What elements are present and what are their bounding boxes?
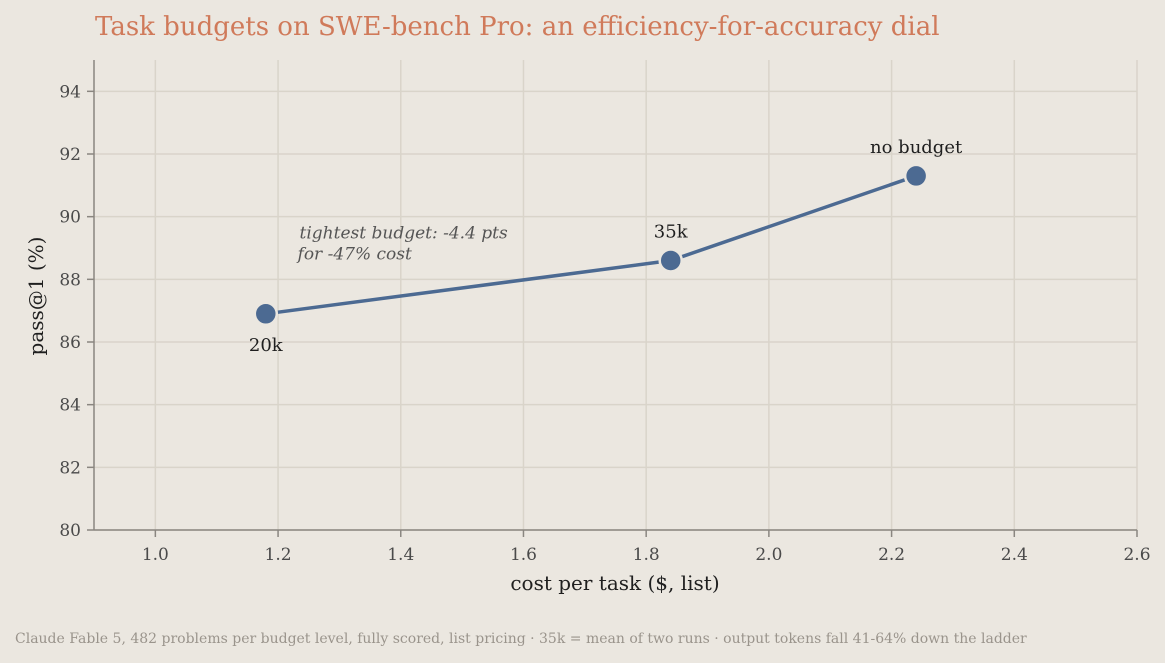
point-label: 35k (654, 222, 689, 243)
series (253, 163, 929, 327)
annotation-line-2: for -47% cost (296, 245, 412, 265)
x-tick-label: 1.0 (142, 545, 169, 565)
y-tick-label: 80 (59, 521, 81, 541)
x-axis-label: cost per task ($, list) (510, 571, 719, 595)
data-point (253, 301, 279, 327)
data-point (658, 248, 683, 273)
annotation-line-1: tightest budget: -4.4 pts (300, 224, 508, 244)
y-tick-label: 94 (59, 82, 81, 102)
data-point (903, 163, 929, 189)
y-tick-label: 92 (59, 145, 81, 165)
x-tick-label: 2.2 (878, 545, 905, 565)
chart-title: Task budgets on SWE-bench Pro: an effici… (95, 12, 940, 42)
y-tick-label: 88 (59, 270, 81, 290)
annotation: tightest budget: -4.4 pts for -47% cost (296, 224, 514, 265)
x-tick-label: 1.6 (510, 545, 537, 565)
footnote: Claude Fable 5, 482 problems per budget … (15, 631, 1027, 647)
x-axis-ticks: 1.0 1.2 1.4 1.6 1.8 2.0 2.2 2.4 2.6 (142, 530, 1151, 565)
axes (93, 60, 1137, 531)
point-labels: 20k 35k no budget (249, 137, 963, 356)
y-axis-ticks: 80 82 84 86 88 90 92 94 (59, 82, 94, 541)
x-tick-label: 2.4 (1001, 545, 1028, 565)
y-axis-label: pass@1 (%) (24, 237, 48, 356)
point-label: 20k (249, 335, 284, 356)
y-tick-label: 90 (59, 208, 81, 228)
y-tick-label: 86 (59, 333, 81, 353)
x-tick-label: 1.8 (633, 545, 660, 565)
y-tick-label: 82 (59, 458, 81, 478)
y-tick-label: 84 (59, 396, 81, 416)
grid (94, 60, 1138, 531)
x-tick-label: 1.2 (265, 545, 292, 565)
point-label: no budget (870, 137, 963, 158)
x-tick-label: 2.6 (1123, 545, 1150, 565)
x-tick-label: 2.0 (755, 545, 782, 565)
x-tick-label: 1.4 (387, 545, 414, 565)
